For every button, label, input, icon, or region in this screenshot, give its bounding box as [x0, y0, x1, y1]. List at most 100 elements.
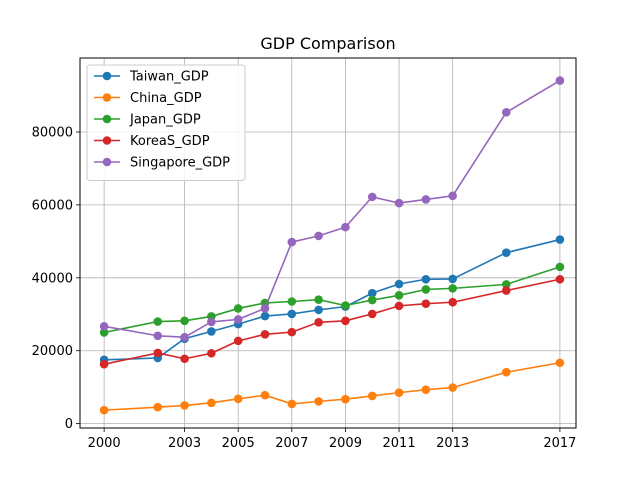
x-tick-label: 2009: [329, 436, 362, 451]
data-point: [501, 280, 511, 289]
data-point: [341, 394, 350, 404]
legend-label: Taiwan_GDP: [129, 70, 209, 85]
data-point: [153, 348, 163, 358]
data-point: [555, 76, 565, 85]
legend-marker: [102, 136, 112, 145]
data-point: [314, 295, 323, 304]
data-point: [180, 401, 189, 410]
y-tick-label: 40000: [32, 271, 73, 286]
data-point: [421, 299, 431, 308]
data-point: [555, 235, 565, 244]
data-point: [367, 309, 377, 319]
y-tick-label: 60000: [32, 198, 73, 213]
data-point: [394, 301, 404, 311]
data-point: [555, 274, 565, 284]
data-point: [448, 284, 457, 293]
tick-layer: 2000 2003 2005 2007 2009 2011 2013 2017 0 20000 40…: [32, 126, 577, 452]
data-point: [448, 191, 457, 201]
data-point: [233, 304, 243, 313]
legend-marker: [102, 157, 112, 167]
data-point: [260, 390, 270, 400]
data-point: [555, 262, 565, 272]
data-point: [207, 317, 216, 327]
data-point: [153, 317, 163, 326]
plot-frame: [79, 57, 577, 429]
legend-item: Japan_GDP: [94, 113, 201, 128]
data-point: [99, 328, 109, 337]
x-tick-label: 2011: [383, 436, 416, 451]
data-point: [367, 295, 377, 305]
data-point: [233, 336, 243, 346]
y-tick-label: 0: [65, 417, 73, 432]
data-point: [367, 192, 377, 202]
data-point: [314, 231, 323, 241]
y-tick-label: 20000: [32, 344, 73, 359]
data-point: [314, 397, 323, 406]
chart-title: GDP Comparison: [260, 34, 395, 53]
data-point: [99, 359, 109, 369]
data-point: [448, 297, 457, 307]
data-point: [287, 399, 297, 409]
data-point: [180, 354, 189, 364]
data-point: [341, 301, 350, 310]
data-point: [314, 305, 323, 315]
data-point: [501, 248, 511, 257]
legend-item: Taiwan_GDP: [94, 70, 209, 85]
data-point: [207, 348, 216, 358]
x-tick-label: 2003: [168, 436, 201, 451]
data-point: [99, 405, 109, 415]
data-point: [99, 321, 109, 331]
data-point: [555, 358, 565, 368]
data-point: [394, 198, 404, 208]
legend-item: China_GDP: [94, 91, 202, 106]
data-point: [180, 332, 189, 342]
data-point: [394, 291, 404, 300]
data-point: [394, 388, 404, 397]
legend: Taiwan_GDP China_GDP Japan_GDP KoreaS_GDP Si…: [86, 64, 246, 181]
legend-item: Singapore_GDP: [94, 156, 230, 171]
y-tick-label: 80000: [32, 126, 73, 141]
data-point: [421, 195, 431, 204]
data-point: [207, 398, 216, 408]
data-point: [341, 222, 350, 232]
legend-label: KoreaS_GDP: [130, 134, 210, 149]
x-tick-label: 2017: [543, 436, 576, 451]
data-point: [180, 316, 189, 326]
legend-box: [86, 64, 246, 181]
data-point: [394, 279, 404, 289]
data-point: [153, 402, 163, 412]
series-china-gdp: [99, 358, 565, 415]
data-point: [367, 288, 377, 298]
data-point: [501, 108, 511, 117]
data-point: [501, 286, 511, 295]
data-point: [233, 394, 243, 404]
data-point: [287, 309, 297, 319]
legend-item: KoreaS_GDP: [94, 134, 210, 149]
data-point: [207, 327, 216, 336]
data-point: [421, 285, 431, 294]
legend-label: Singapore_GDP: [130, 156, 230, 171]
data-point: [448, 274, 457, 284]
data-point: [341, 316, 350, 326]
data-point: [421, 385, 431, 395]
data-point: [233, 315, 243, 324]
x-tick-label: 2000: [88, 436, 121, 451]
data-point: [287, 297, 297, 306]
legend-label: Japan_GDP: [129, 113, 201, 128]
legend-marker: [102, 114, 112, 124]
data-point: [314, 317, 323, 327]
data-point: [367, 391, 377, 401]
data-point: [153, 331, 163, 341]
legend-marker: [102, 93, 112, 102]
series-layer: [99, 76, 565, 415]
series-singapore-gdp: [99, 76, 565, 342]
x-tick-label: 2013: [436, 436, 469, 451]
data-point: [287, 237, 297, 247]
series-japan-gdp: [99, 262, 565, 337]
data-point: [448, 383, 457, 392]
data-point: [421, 274, 431, 284]
data-point: [260, 311, 270, 321]
data-point: [260, 304, 270, 313]
